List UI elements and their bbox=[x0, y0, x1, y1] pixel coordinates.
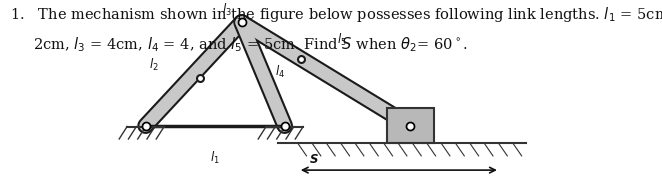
Text: $l_4$: $l_4$ bbox=[275, 64, 285, 80]
Text: $l_3$: $l_3$ bbox=[222, 2, 232, 18]
Text: $l_5$: $l_5$ bbox=[337, 32, 347, 48]
Text: 1.   The mechanism shown in the figure below possesses following link lengths. $: 1. The mechanism shown in the figure bel… bbox=[10, 5, 662, 24]
Text: $l_2$: $l_2$ bbox=[149, 57, 159, 73]
Text: $l_1$: $l_1$ bbox=[211, 150, 220, 166]
Text: S: S bbox=[310, 153, 318, 166]
Bar bbox=[387, 108, 434, 143]
Text: 2cm, $l_3$ = 4cm, $l_4$ = 4, and $l_5$ = 5cm. Find $S$ when $\theta_2$= 60$^\cir: 2cm, $l_3$ = 4cm, $l_4$ = 4, and $l_5$ =… bbox=[10, 36, 468, 54]
